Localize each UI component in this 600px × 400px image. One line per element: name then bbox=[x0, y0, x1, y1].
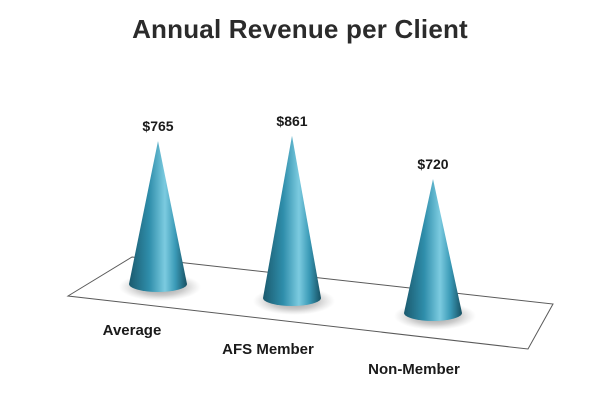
data-label: $765 bbox=[142, 118, 173, 134]
cone-bar-average bbox=[129, 141, 187, 292]
cone-bar-afs-member bbox=[263, 135, 321, 306]
chart-labels: $765 Average $861 AFS Member $720 Non-Member bbox=[103, 113, 460, 378]
category-label: Average bbox=[103, 322, 162, 339]
data-label: $720 bbox=[417, 156, 448, 172]
chart-cones bbox=[119, 135, 476, 330]
category-label: AFS Member bbox=[222, 341, 314, 358]
chart-title: Annual Revenue per Client bbox=[132, 14, 468, 44]
cone-bar-non-member bbox=[404, 179, 462, 321]
category-label: Non-Member bbox=[368, 361, 460, 378]
data-label: $861 bbox=[276, 113, 307, 129]
